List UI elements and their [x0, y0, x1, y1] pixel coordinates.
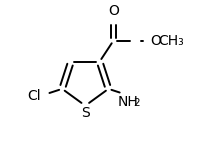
- Text: Cl: Cl: [28, 89, 41, 103]
- Text: CH₃: CH₃: [159, 34, 184, 48]
- Text: O: O: [108, 4, 119, 18]
- Text: 2: 2: [133, 98, 140, 108]
- Text: O: O: [150, 34, 161, 48]
- Text: NH: NH: [118, 95, 138, 109]
- Text: S: S: [81, 106, 90, 120]
